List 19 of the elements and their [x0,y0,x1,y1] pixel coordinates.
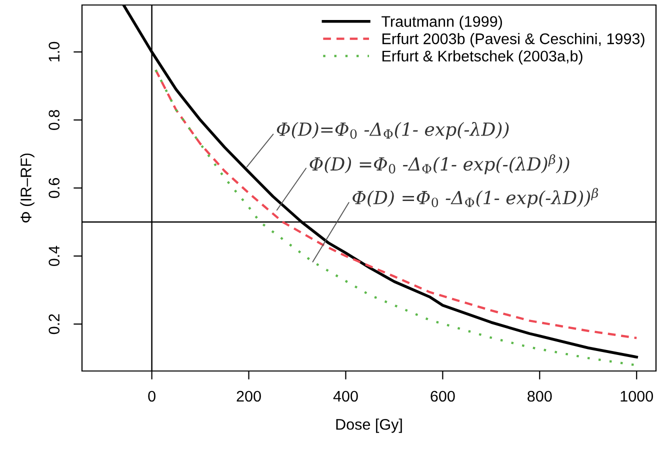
y-tick-label: 0.8 [48,110,60,130]
annotation: Φ(D) =Φ$_{0}$ -Δ$_{Φ}$(1- exp(-(λD)$^{β}$)) [310,154,570,174]
y-tick-label: 0.6 [48,178,60,198]
y-tick-label: 0.2 [48,314,60,334]
annotation: Φ(D)=Φ$_{0}$ -Δ$_{Φ}$(1- exp(-λD)) [276,122,509,140]
x-tick-label: 1000 [620,390,654,402]
legend-label: Erfurt & Krbetschek (2003a,b) [382,50,582,65]
x-tick-label: 600 [430,390,455,402]
y-axis-title: Φ (IR–RF) [20,154,34,222]
x-axis-title: Dose [Gy] [336,418,402,433]
x-tick-label: 800 [528,390,552,402]
x-tick-label: 0 [148,390,156,402]
legend-label: Trautmann (1999) [382,16,502,30]
x-tick-label: 400 [333,390,358,402]
x-tick-label: 200 [236,390,261,402]
annotation: Φ(D) =Φ$_{0}$ -Δ$_{Φ}$(1- exp(-λD))$^{β}$ [352,188,598,208]
y-tick-label: 1.0 [48,42,60,62]
y-tick-label: 0.4 [48,246,60,266]
legend-label: Erfurt 2003b (Pavesi & Ceschini, 1993) [382,32,644,48]
